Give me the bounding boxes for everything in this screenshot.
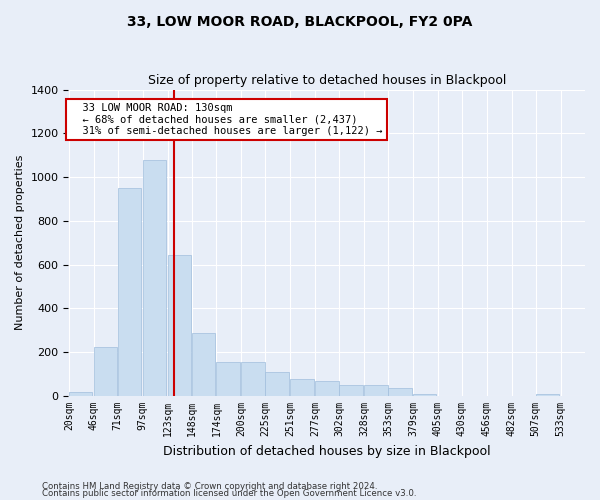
Text: Contains public sector information licensed under the Open Government Licence v3: Contains public sector information licen… [42, 490, 416, 498]
Bar [167, 255, 191, 396]
X-axis label: Distribution of detached houses by size in Blackpool: Distribution of detached houses by size … [163, 444, 491, 458]
Text: Contains HM Land Registry data © Crown copyright and database right 2024.: Contains HM Land Registry data © Crown c… [42, 482, 377, 491]
Text: 33 LOW MOOR ROAD: 130sqm
  ← 68% of detached houses are smaller (2,437)
  31% of: 33 LOW MOOR ROAD: 130sqm ← 68% of detach… [70, 102, 383, 136]
Bar [191, 332, 215, 396]
Bar [290, 378, 314, 396]
Bar [143, 160, 166, 396]
Y-axis label: Number of detached properties: Number of detached properties [15, 155, 25, 330]
Bar [118, 188, 141, 396]
Bar [388, 388, 412, 396]
Text: 33, LOW MOOR ROAD, BLACKPOOL, FY2 0PA: 33, LOW MOOR ROAD, BLACKPOOL, FY2 0PA [127, 15, 473, 29]
Bar [217, 362, 240, 396]
Bar [536, 394, 559, 396]
Bar [413, 394, 436, 396]
Bar [94, 347, 117, 396]
Bar [241, 362, 265, 396]
Bar [364, 385, 388, 396]
Bar [265, 372, 289, 396]
Bar [339, 385, 362, 396]
Title: Size of property relative to detached houses in Blackpool: Size of property relative to detached ho… [148, 74, 506, 87]
Bar [69, 392, 92, 396]
Bar [315, 380, 338, 396]
